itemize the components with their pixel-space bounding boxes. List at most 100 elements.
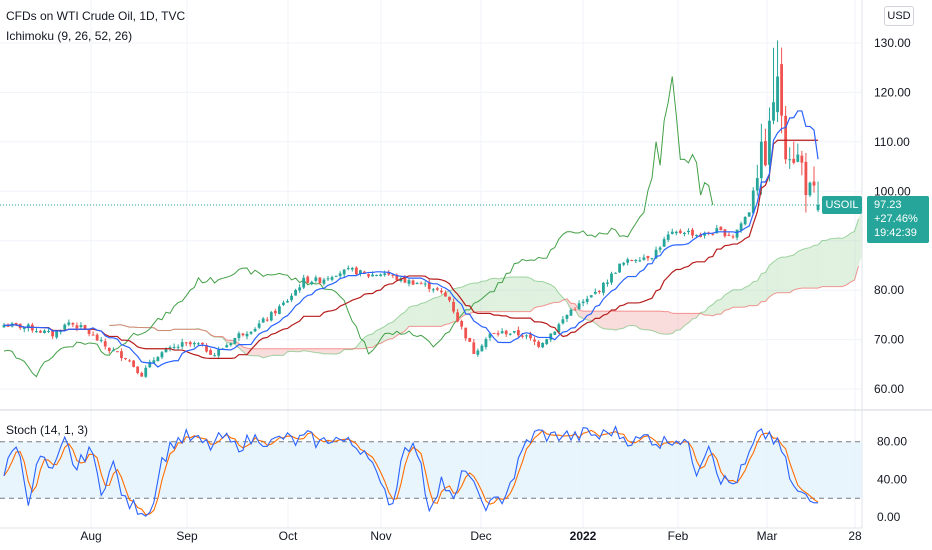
candle [124, 357, 127, 361]
cloud-segment [785, 255, 790, 293]
candle-body [525, 335, 528, 337]
cloud-segment [720, 294, 725, 315]
cloud-segment [409, 305, 414, 327]
cloud-segment [647, 311, 652, 331]
candle [91, 331, 95, 336]
currency-button[interactable]: USD [884, 6, 914, 26]
candle-body [670, 231, 674, 234]
candle-body [359, 270, 362, 274]
candle-body [379, 274, 383, 277]
cloud-segment [789, 254, 794, 293]
candle [638, 257, 642, 263]
candle [136, 366, 140, 375]
candle [452, 298, 455, 314]
candle [47, 327, 50, 334]
chart-title[interactable]: CFDs on WTI Crude Oil, 1D, TVC [6, 9, 186, 23]
candle [784, 105, 788, 164]
candle [132, 360, 135, 368]
cloud-segment [242, 346, 247, 356]
time-tick-label: Mar [757, 529, 778, 543]
candle-body [269, 312, 273, 321]
candle [245, 331, 249, 340]
candle [95, 333, 99, 341]
cloud-segment [757, 273, 762, 306]
candle-body [26, 324, 30, 329]
candle-body [634, 259, 638, 262]
candle [808, 181, 812, 198]
candle-body [719, 226, 723, 231]
candle [610, 271, 613, 285]
cloud-segment [323, 348, 328, 354]
candle [160, 350, 164, 360]
candle [500, 328, 504, 334]
cloud-segment [433, 297, 438, 327]
cloud-segment [583, 311, 588, 321]
cloud-segment [510, 276, 515, 312]
cloud-segment [473, 282, 478, 313]
candle-body [500, 331, 504, 334]
candle [346, 265, 350, 271]
cloud-segment [481, 280, 486, 312]
candle-body [516, 330, 520, 336]
candle [460, 319, 464, 330]
candle [703, 231, 707, 239]
candle-body [95, 334, 99, 341]
candle [727, 232, 731, 237]
price-change: +27.46% [874, 212, 918, 225]
candle [261, 317, 265, 323]
candle-body [326, 278, 330, 280]
cloud-segment [761, 272, 766, 302]
cloud-segment [263, 348, 268, 358]
candle [184, 342, 188, 347]
stoch-pane: 0.00 40.00 80.00 [0, 425, 907, 524]
cloud-segment [388, 322, 393, 340]
cloud-segment [842, 236, 847, 287]
candle [569, 308, 573, 316]
price-axis: 60.00 70.00 80.00 100.00 110.00 120.00 130.00 [874, 36, 911, 396]
candle-body [788, 159, 792, 161]
candle [423, 281, 427, 287]
candle-body [278, 306, 281, 314]
cloud-segment [315, 348, 320, 354]
candle [180, 338, 184, 349]
candle-body [310, 281, 314, 285]
candle-body [674, 231, 678, 234]
candle [435, 286, 439, 292]
candle [537, 340, 540, 349]
cloud-segment [526, 277, 531, 312]
candle [683, 231, 686, 237]
cloud-segment [809, 245, 814, 289]
candle-body [188, 342, 192, 345]
candle-body [703, 232, 707, 236]
cloud-segment [850, 231, 855, 283]
candle [314, 275, 318, 283]
candle-body [440, 290, 443, 293]
candle-body [460, 320, 464, 327]
candle [585, 295, 589, 305]
candle [597, 290, 601, 294]
candle [257, 320, 261, 330]
stoch-legend[interactable]: Stoch (14, 1, 3) [6, 423, 89, 437]
candle [662, 236, 666, 248]
candle [755, 164, 759, 196]
cloud-segment [854, 218, 859, 281]
cloud-segment [396, 314, 401, 336]
candle-body [597, 291, 601, 293]
candle-body [290, 295, 293, 301]
candle-body [346, 268, 350, 270]
candle [670, 228, 674, 235]
candle-body [448, 296, 451, 301]
cloud-segment [477, 281, 482, 312]
candle-body [423, 283, 427, 285]
candle-body [107, 347, 111, 351]
cloud-segment [368, 333, 373, 348]
ichimoku-legend[interactable]: Ichimoku (9, 26, 52, 26) [6, 29, 133, 43]
candle [476, 348, 480, 357]
candle-body [419, 283, 423, 285]
candle-body [265, 319, 269, 321]
candle-body [735, 229, 739, 238]
candle-body [2, 324, 6, 328]
candle [213, 352, 216, 357]
candle-body [136, 366, 140, 373]
